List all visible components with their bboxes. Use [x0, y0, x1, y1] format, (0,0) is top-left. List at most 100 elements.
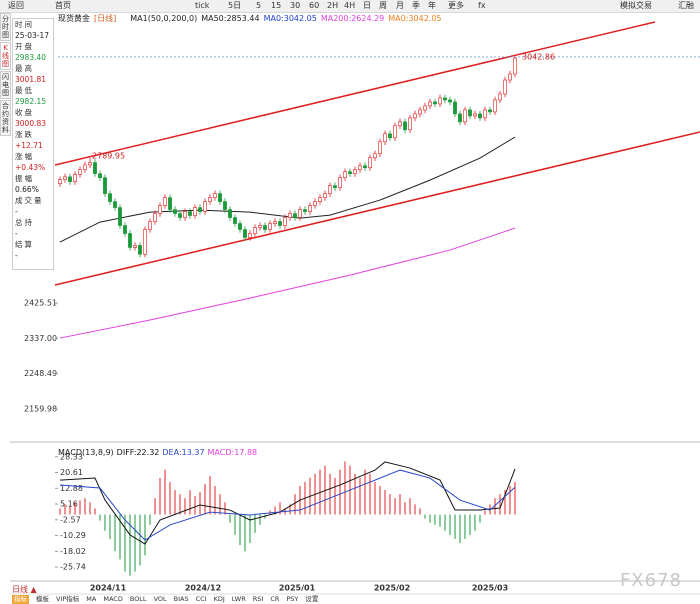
- y-tick-label: 2337.00: [24, 334, 57, 343]
- tool-button[interactable]: 年: [428, 1, 436, 10]
- macd-bar: [204, 483, 206, 515]
- side-tabs: 分时图 K线图 闪电图 合约资料: [0, 13, 11, 137]
- candle-body: [443, 97, 447, 101]
- side-tab[interactable]: 分时图: [0, 13, 11, 41]
- watermark: FX678: [619, 570, 682, 591]
- ma-legend-name: MA50:: [201, 14, 226, 23]
- macd-bar: [119, 514, 121, 560]
- diff-line: [59, 461, 516, 545]
- info-panel: 时间 25-03-17 开盘 2983.40 最高 3001.81 最低 2982.15 收盘 3…: [12, 18, 54, 270]
- candle-body: [368, 157, 372, 169]
- macd-bar: [509, 485, 511, 515]
- indicator-tab[interactable]: VOL: [153, 595, 167, 603]
- macd-bar: [149, 514, 151, 525]
- macd-bar: [184, 498, 186, 515]
- indicator-tab[interactable]: RSI: [252, 595, 264, 603]
- indicator-tab[interactable]: VIP指标: [56, 595, 80, 603]
- info-label: 结算: [15, 240, 34, 249]
- macd-bar: [124, 514, 126, 572]
- candle-body: [208, 197, 212, 202]
- tool-button[interactable]: 15: [271, 1, 282, 10]
- tool-button[interactable]: 季: [412, 1, 420, 10]
- indicator-tab[interactable]: MACD: [103, 595, 123, 603]
- indicator-tab[interactable]: LWR: [231, 595, 246, 603]
- side-tab[interactable]: 合约资料: [0, 100, 11, 136]
- tool-button[interactable]: 30: [290, 1, 301, 10]
- tool-button[interactable]: 5日: [228, 1, 242, 10]
- macd-bar: [354, 473, 356, 515]
- candle-body: [113, 201, 117, 208]
- y-tick-label: 20.61: [60, 468, 83, 477]
- tool-button[interactable]: 返回: [8, 1, 24, 10]
- candle-body: [203, 201, 207, 212]
- macd-bar: [294, 494, 296, 515]
- tool-button[interactable]: 日: [363, 1, 371, 10]
- indicator-tab[interactable]: BOLL: [129, 595, 147, 603]
- y-tick-label: 2425.51: [24, 299, 57, 308]
- tool-button[interactable]: 汇融: [678, 1, 694, 10]
- candle-body: [298, 209, 302, 218]
- indicator-tab[interactable]: 模板: [36, 595, 49, 603]
- tool-button[interactable]: 2H: [327, 1, 339, 10]
- side-tab[interactable]: 闪电图: [0, 71, 11, 99]
- candle-body: [118, 207, 122, 226]
- candle-body: [238, 223, 242, 230]
- candle-body: [373, 153, 377, 159]
- tool-button[interactable]: 5: [256, 1, 262, 10]
- tool-button[interactable]: 周: [379, 1, 387, 10]
- candle-body: [153, 213, 157, 222]
- trend-line: [54, 131, 700, 286]
- toolbar: 返回 首页 tick 5日 5 15 30 60 2H 4H 日 周 月 季 年…: [0, 0, 700, 13]
- trend-line: [54, 21, 656, 166]
- period-selector[interactable]: 日线 ▲: [12, 585, 37, 594]
- tool-button[interactable]: 首页: [55, 1, 71, 10]
- indicator-tab[interactable]: CCI: [195, 595, 207, 603]
- tool-button[interactable]: 模拟交易: [620, 1, 652, 10]
- macd-bar: [439, 514, 441, 527]
- tool-button[interactable]: 4H: [344, 1, 356, 10]
- tool-button[interactable]: fx: [478, 1, 486, 10]
- candle-body: [63, 176, 67, 180]
- info-label: 最低: [15, 86, 34, 95]
- info-label: 振幅: [15, 174, 34, 183]
- candle-body: [508, 73, 512, 81]
- macd-bar: [109, 514, 111, 540]
- indicator-tab[interactable]: 设置: [305, 595, 319, 603]
- indicator-tab[interactable]: PSY: [286, 595, 299, 603]
- candle-body: [233, 217, 237, 224]
- candle-body: [98, 173, 102, 178]
- y-tick-label: -10.29: [60, 531, 86, 540]
- indicator-tab[interactable]: 指标: [12, 595, 29, 604]
- side-tab[interactable]: K线图: [0, 42, 11, 70]
- candle-body: [198, 207, 202, 212]
- macd-bar: [144, 514, 146, 556]
- tool-button[interactable]: tick: [195, 1, 210, 10]
- indicator-tab[interactable]: KDJ: [213, 595, 225, 603]
- candle-body: [303, 209, 307, 212]
- indicator-tab[interactable]: BIAS: [173, 595, 189, 603]
- candle-body: [428, 101, 432, 107]
- indicator-value: 17.88: [234, 448, 257, 457]
- macd-bar: [139, 514, 141, 566]
- candle-body: [468, 109, 472, 117]
- period-label: [日线]: [94, 13, 116, 23]
- macd-bar: [199, 492, 201, 515]
- ma-legend-name: MA0:: [388, 14, 408, 23]
- indicator-tab[interactable]: MA: [86, 595, 97, 603]
- macd-bar: [189, 490, 191, 515]
- tool-button[interactable]: 60: [309, 1, 320, 10]
- candle-body: [93, 162, 97, 174]
- candle-body: [228, 209, 232, 218]
- macd-bar: [414, 504, 416, 515]
- candle-body: [513, 57, 517, 75]
- info-label: 成交量: [15, 196, 44, 205]
- tool-button[interactable]: 更多: [448, 1, 464, 10]
- macd-bar: [89, 502, 91, 515]
- candle-body: [213, 193, 217, 198]
- macd-bar: [399, 494, 401, 515]
- y-tick-label: 28.33: [60, 452, 83, 461]
- tool-button[interactable]: 月: [396, 1, 404, 10]
- candle-body: [433, 101, 437, 105]
- indicator-tab[interactable]: CR: [270, 595, 280, 603]
- macd-bar: [494, 498, 496, 515]
